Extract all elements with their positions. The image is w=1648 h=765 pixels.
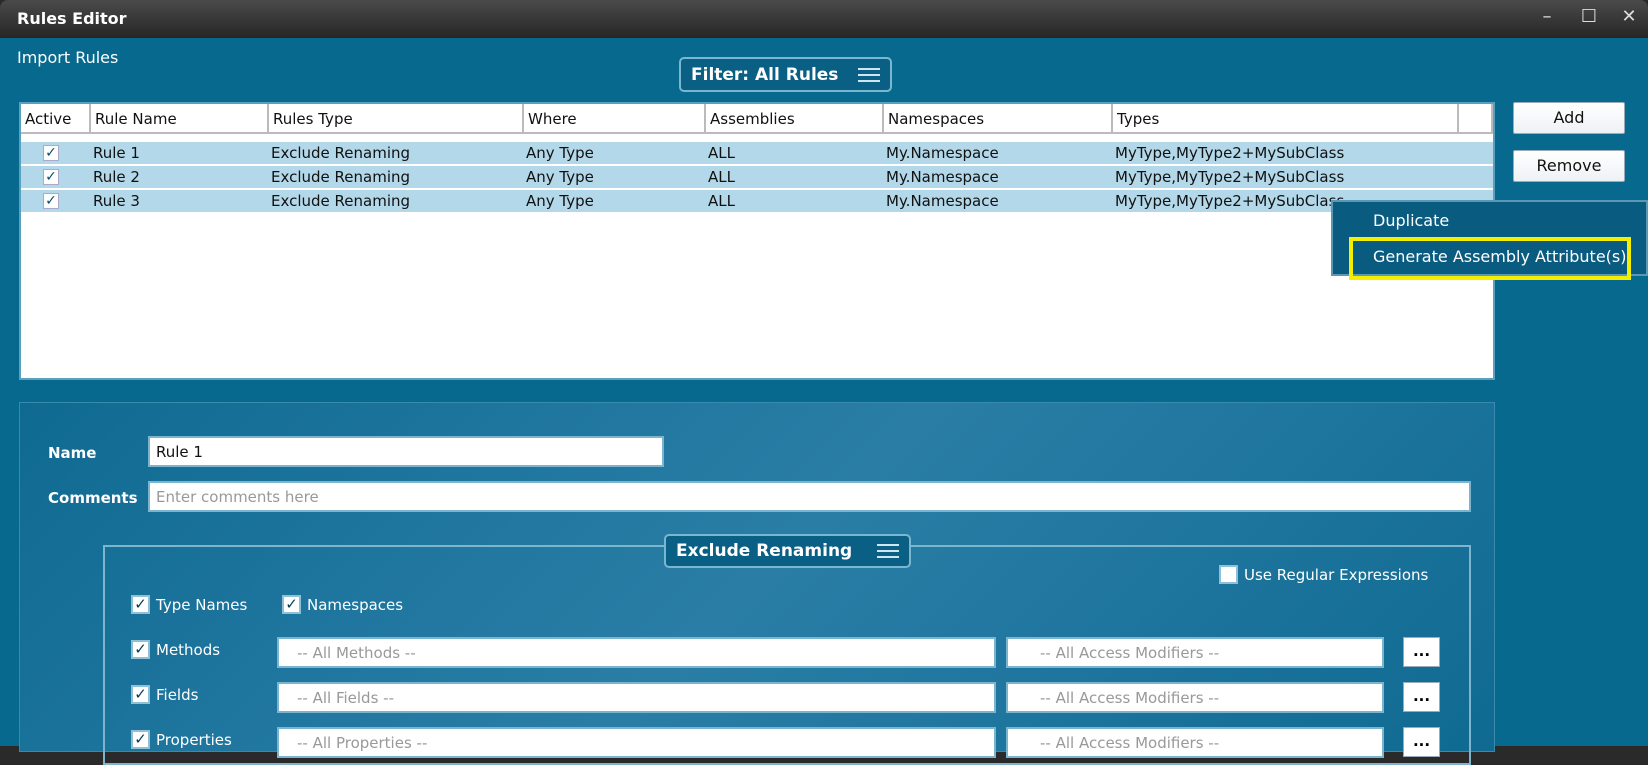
rule-type-label: Exclude Renaming	[676, 541, 853, 561]
fields-filter-input[interactable]: -- All Fields --	[277, 682, 996, 713]
rule-where: Any Type	[526, 192, 594, 210]
column-header-types[interactable]: Types	[1113, 104, 1459, 134]
table-row[interactable]: ✓ Rule 3 Exclude Renaming Any Type ALL M…	[21, 190, 1493, 212]
minimize-icon[interactable]: –	[1542, 6, 1552, 27]
add-button[interactable]: Add	[1513, 102, 1625, 134]
remove-button[interactable]: Remove	[1513, 150, 1625, 182]
fields-access-select[interactable]: -- All Access Modifiers --	[1006, 682, 1384, 713]
rule-name: Rule 3	[93, 192, 140, 210]
active-checkbox[interactable]: ✓	[43, 193, 59, 209]
rule-types: MyType,MyType2+MySubClass	[1115, 144, 1345, 162]
column-header-assemblies[interactable]: Assemblies	[706, 104, 884, 134]
active-checkbox[interactable]: ✓	[43, 169, 59, 185]
methods-more-button[interactable]: ...	[1403, 637, 1440, 667]
rule-assemblies: ALL	[708, 168, 735, 186]
rule-name: Rule 1	[93, 144, 140, 162]
rule-namespaces: My.Namespace	[886, 192, 999, 210]
rule-assemblies: ALL	[708, 192, 735, 210]
hamburger-icon	[877, 544, 899, 558]
window-title: Rules Editor	[17, 9, 127, 28]
use-regex-checkbox[interactable]: Use Regular Expressions	[1219, 565, 1428, 584]
rules-table: Active Rule Name Rules Type Where Assemb…	[19, 102, 1495, 380]
hamburger-icon	[858, 67, 880, 82]
title-bar: Rules Editor – ☐ ✕	[0, 0, 1648, 38]
check-icon: ✓	[282, 595, 301, 614]
methods-label: Methods	[156, 640, 221, 659]
rule-name: Rule 2	[93, 168, 140, 186]
namespaces-checkbox[interactable]: ✓ Namespaces	[282, 595, 403, 614]
menu-item-duplicate[interactable]: Duplicate	[1373, 211, 1450, 230]
rule-where: Any Type	[526, 168, 594, 186]
rule-namespaces: My.Namespace	[886, 168, 999, 186]
import-rules-label: Import Rules	[17, 48, 119, 67]
name-input[interactable]: Rule 1	[148, 436, 664, 467]
fields-label: Fields	[156, 685, 199, 704]
rule-types: MyType,MyType2+MySubClass	[1115, 168, 1345, 186]
properties-checkbox[interactable]: ✓ Properties	[131, 730, 232, 749]
check-icon: ✓	[131, 730, 150, 749]
active-checkbox[interactable]: ✓	[43, 145, 59, 161]
column-header-where[interactable]: Where	[524, 104, 706, 134]
rule-type-button[interactable]: Exclude Renaming	[664, 534, 911, 568]
use-regex-label: Use Regular Expressions	[1244, 565, 1429, 584]
rule-assemblies: ALL	[708, 144, 735, 162]
checkbox-box	[1219, 565, 1238, 584]
namespaces-label: Namespaces	[307, 595, 404, 614]
check-icon: ✓	[131, 640, 150, 659]
properties-more-button[interactable]: ...	[1403, 727, 1440, 757]
table-row[interactable]: ✓ Rule 2 Exclude Renaming Any Type ALL M…	[21, 166, 1493, 188]
check-icon: ✓	[131, 595, 150, 614]
menu-item-generate-assembly-attributes[interactable]: Generate Assembly Attribute(s)	[1373, 247, 1627, 266]
column-header-active[interactable]: Active	[21, 104, 91, 134]
properties-access-select[interactable]: -- All Access Modifiers --	[1006, 727, 1384, 758]
rule-type: Exclude Renaming	[271, 168, 411, 186]
column-header-rules-type[interactable]: Rules Type	[269, 104, 524, 134]
comments-label: Comments	[48, 489, 138, 507]
comments-input[interactable]: Enter comments here	[148, 481, 1471, 512]
methods-filter-input[interactable]: -- All Methods --	[277, 637, 996, 668]
type-names-checkbox[interactable]: ✓ Type Names	[131, 595, 247, 614]
name-label: Name	[48, 444, 97, 462]
close-icon[interactable]: ✕	[1621, 6, 1637, 27]
methods-checkbox[interactable]: ✓ Methods	[131, 640, 220, 659]
check-icon: ✓	[131, 685, 150, 704]
table-row[interactable]: ✓ Rule 1 Exclude Renaming Any Type ALL M…	[21, 142, 1493, 164]
methods-access-select[interactable]: -- All Access Modifiers --	[1006, 637, 1384, 668]
rule-types: MyType,MyType2+MySubClass	[1115, 192, 1345, 210]
column-header-namespaces[interactable]: Namespaces	[884, 104, 1113, 134]
rule-type: Exclude Renaming	[271, 144, 411, 162]
fields-checkbox[interactable]: ✓ Fields	[131, 685, 198, 704]
filter-button[interactable]: Filter: All Rules	[679, 57, 892, 92]
properties-label: Properties	[156, 730, 232, 749]
type-names-label: Type Names	[156, 595, 248, 614]
rule-namespaces: My.Namespace	[886, 144, 999, 162]
highlight-box	[1349, 237, 1631, 280]
rule-type: Exclude Renaming	[271, 192, 411, 210]
column-header-filler	[1459, 104, 1493, 134]
filter-label: Filter: All Rules	[691, 64, 839, 85]
maximize-icon[interactable]: ☐	[1580, 6, 1598, 27]
properties-filter-input[interactable]: -- All Properties --	[277, 727, 996, 758]
rule-where: Any Type	[526, 144, 594, 162]
fields-more-button[interactable]: ...	[1403, 682, 1440, 712]
column-header-rule-name[interactable]: Rule Name	[91, 104, 269, 134]
